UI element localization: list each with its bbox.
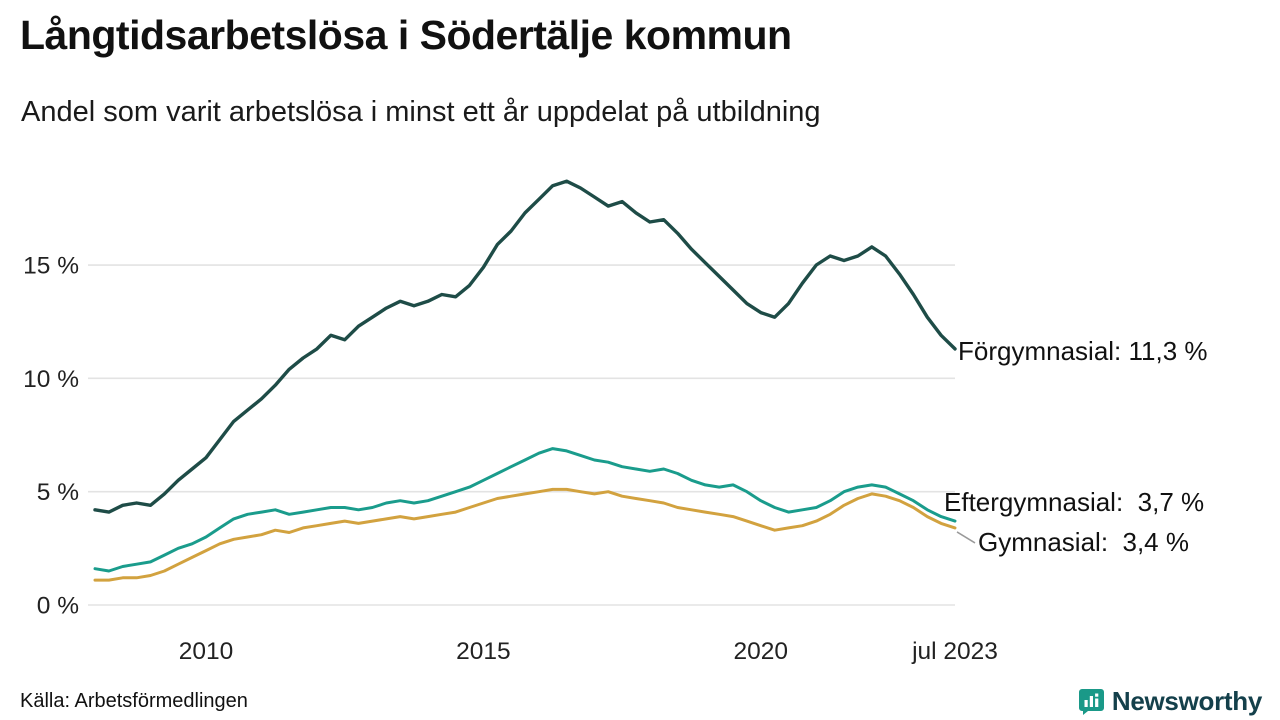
svg-text:2020: 2020 xyxy=(734,638,789,665)
svg-text:2010: 2010 xyxy=(179,638,234,665)
svg-text:0 %: 0 % xyxy=(37,593,79,620)
svg-text:15 %: 15 % xyxy=(23,253,79,280)
svg-text:5 %: 5 % xyxy=(37,479,79,506)
svg-text:jul 2023: jul 2023 xyxy=(911,638,998,665)
newsworthy-logo: Newsworthy xyxy=(1078,686,1262,717)
svg-text:10 %: 10 % xyxy=(23,366,79,393)
brand-name: Newsworthy xyxy=(1111,686,1262,716)
series-end-label-eftergymnasial: Eftergymnasial: 3,7 % xyxy=(944,487,1205,517)
bar-chart-bubble-icon xyxy=(1078,688,1105,715)
series-end-label-gymnasial: Gymnasial: 3,4 % xyxy=(978,527,1189,557)
svg-text:2015: 2015 xyxy=(456,638,511,665)
source-credit: Källa: Arbetsförmedlingen xyxy=(20,690,248,712)
series-end-label-forgymnasial: Förgymnasial: 11,3 % xyxy=(958,336,1208,366)
page-subtitle: Andel som varit arbetslösa i minst ett å… xyxy=(21,96,821,128)
page-title: Långtidsarbetslösa i Södertälje kommun xyxy=(20,12,792,58)
